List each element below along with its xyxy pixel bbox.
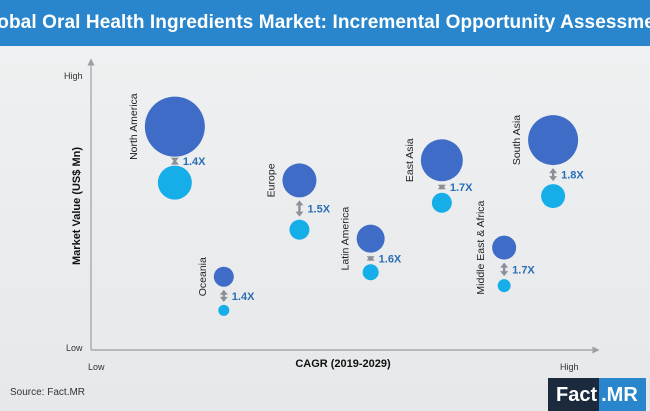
multiplier-label-south-asia: 1.8X [561, 170, 584, 182]
region-group-latin-america: 1.6X Latin America [340, 207, 402, 281]
region-label-north-america: North America [128, 93, 140, 160]
bubble-large-north-america [144, 96, 205, 157]
arrow-head-up-europe [295, 200, 304, 206]
bubble-small-oceania [218, 304, 230, 316]
region-group-europe: 1.5X Europe [265, 163, 331, 240]
region-label-latin-america: Latin America [340, 207, 352, 271]
bubble-small-east-asia [431, 192, 452, 213]
arrow-head-up-south-asia [549, 168, 558, 174]
logo-fact: Fact [548, 378, 600, 411]
multiplier-label-north-america: 1.4X [183, 156, 206, 168]
bubble-large-south-asia [528, 115, 579, 166]
multiplier-label-middle-east-and-africa: 1.7X [512, 264, 535, 276]
multiplier-label-oceania: 1.4X [232, 291, 255, 303]
arrow-head-up-middle-east-and-africa [500, 262, 509, 268]
multiplier-label-europe: 1.5X [307, 204, 330, 216]
x-axis-label: CAGR (2019-2029) [295, 358, 391, 370]
region-group-middle-east-and-africa: 1.7X Middle East & Africa [475, 200, 535, 294]
region-label-oceania: Oceania [197, 257, 209, 296]
source-note: Source: Fact.MR [10, 387, 86, 398]
chart-title: Global Oral Health Ingredients Market: I… [0, 12, 650, 33]
bubble-small-south-asia [541, 184, 566, 209]
region-group-oceania: 1.4X Oceania [197, 257, 255, 316]
x-tick-low: Low [88, 362, 105, 372]
bubble-small-north-america [157, 165, 192, 200]
region-label-east-asia: East Asia [404, 138, 416, 182]
region-label-europe: Europe [265, 163, 277, 197]
arrow-head-down-north-america [170, 157, 179, 163]
region-group-east-asia: 1.7X East Asia [404, 138, 473, 213]
region-label-south-asia: South Asia [511, 115, 523, 165]
bubble-large-europe [282, 163, 317, 198]
y-tick-low: Low [66, 343, 83, 353]
bubble-chart: High Low Low High CAGR (2019-2029) Marke… [64, 58, 600, 372]
bubble-large-latin-america [356, 224, 385, 253]
bubble-small-middle-east-and-africa [497, 279, 511, 293]
factmr-logo: Fact .MR [548, 378, 650, 411]
bubble-large-east-asia [420, 139, 463, 182]
arrow-head-down-south-asia [549, 176, 558, 182]
arrow-head-up-oceania [219, 289, 228, 295]
multiplier-label-latin-america: 1.6X [379, 253, 402, 265]
x-tick-high: High [560, 362, 579, 372]
y-axis-label: Market Value (US$ Mn) [71, 147, 83, 265]
arrow-head-down-europe [295, 211, 304, 217]
bubble-large-middle-east-and-africa [492, 235, 517, 260]
region-group-north-america: 1.4X North America [128, 93, 206, 200]
bubble-small-latin-america [362, 264, 379, 281]
arrow-head-down-east-asia [437, 184, 446, 190]
bubble-small-europe [289, 219, 310, 240]
region-label-middle-east-and-africa: Middle East & Africa [475, 200, 487, 294]
arrow-head-down-latin-america [366, 256, 375, 262]
arrow-head-down-middle-east-and-africa [500, 271, 509, 277]
chart-header: Global Oral Health Ingredients Market: I… [0, 0, 650, 46]
y-tick-high: High [64, 71, 83, 81]
multiplier-label-east-asia: 1.7X [450, 182, 473, 194]
region-group-south-asia: 1.8X South Asia [511, 115, 584, 209]
arrow-head-down-oceania [219, 296, 228, 302]
chart-area: High Low Low High CAGR (2019-2029) Marke… [0, 46, 650, 411]
logo-mr: .MR [599, 378, 646, 411]
bubble-large-oceania [213, 266, 234, 287]
